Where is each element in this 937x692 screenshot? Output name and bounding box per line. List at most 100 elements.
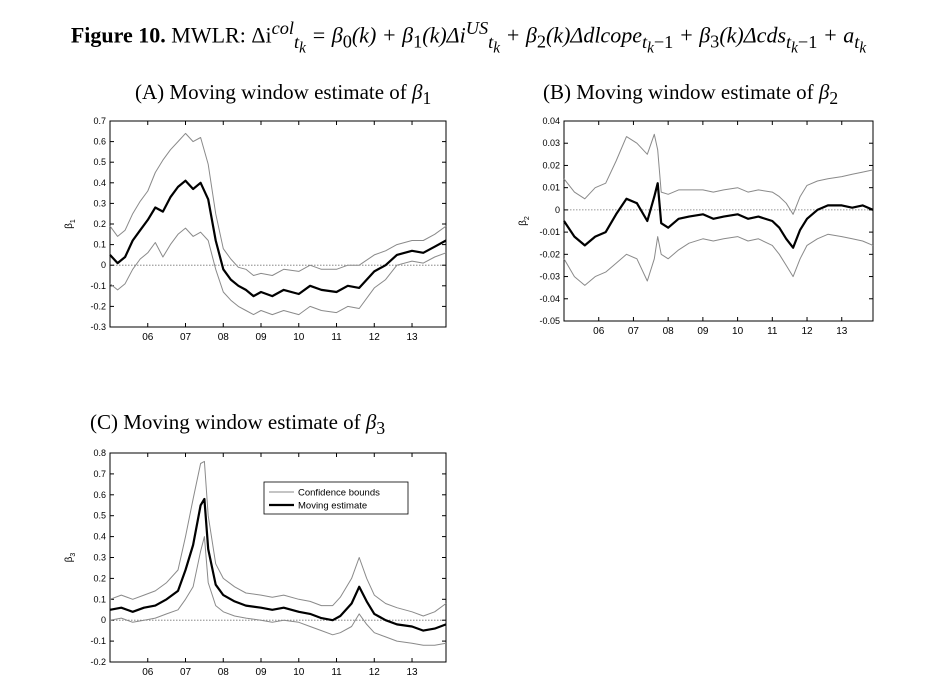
y-tick-label: 0.7	[93, 469, 106, 479]
panel-b-title: (B) Moving window estimate of β2	[543, 80, 838, 109]
caption-part: t	[488, 31, 494, 52]
x-tick-label: 09	[255, 667, 267, 678]
y-axis-label-sub: 3	[70, 553, 77, 557]
caption-part: t	[786, 31, 792, 52]
y-tick-label: 0.1	[93, 594, 106, 604]
caption-part: (k)Δdlcope	[545, 22, 642, 48]
panel-a-title: (A) Moving window estimate of β1	[135, 80, 431, 109]
caption-part: = β	[311, 22, 343, 48]
x-tick-label: 10	[293, 332, 305, 343]
legend-box	[263, 481, 409, 515]
panel-title-symbol: β	[412, 80, 423, 104]
y-tick-label: -0.1	[90, 281, 106, 291]
caption-part: −1	[653, 31, 674, 52]
y-tick-label: 0	[101, 260, 106, 270]
caption-part: col	[271, 18, 294, 38]
y-tick-label: 0.6	[93, 490, 106, 500]
series-line-confidence-bounds	[109, 132, 447, 276]
legend-label: Moving estimate	[298, 501, 367, 512]
y-tick-label: -0.3	[90, 322, 106, 332]
x-tick-label: 06	[593, 326, 605, 337]
y-tick-label: -0.01	[539, 227, 560, 237]
panel-title-text: (C) Moving window estimate of	[90, 410, 366, 434]
x-tick-label: 06	[142, 332, 154, 343]
y-tick-label: 0.7	[93, 116, 106, 126]
caption-part: t	[854, 31, 860, 52]
y-tick-label: 0.5	[93, 157, 106, 167]
x-tick-label: 10	[293, 667, 305, 678]
panel-c-title: (C) Moving window estimate of β3	[90, 410, 385, 439]
y-axis-label: β2	[518, 216, 531, 226]
panel-title-symbol: β	[818, 80, 830, 104]
plot-area	[109, 120, 447, 328]
x-tick-label: 08	[663, 326, 675, 337]
y-tick-label: 0.8	[93, 448, 106, 458]
caption-part: 0	[342, 31, 352, 52]
y-tick-label: 0.2	[93, 219, 106, 229]
series-line-confidence-bounds	[563, 133, 874, 215]
x-tick-label: 10	[732, 326, 744, 337]
panel-title-sub: 3	[376, 418, 386, 439]
x-tick-label: 12	[369, 667, 381, 678]
caption-part: + β	[500, 22, 537, 48]
y-tick-label: 0.01	[542, 183, 560, 193]
caption-part: (k)Δcds	[719, 22, 786, 48]
y-tick-label: 0.4	[93, 178, 106, 188]
caption-part: + a	[817, 22, 855, 48]
y-tick-label: -0.05	[539, 316, 560, 326]
caption-part: 2	[536, 31, 546, 52]
caption-part: 3	[710, 31, 720, 52]
x-tick-label: 07	[180, 667, 192, 678]
chart-panel-A: -0.3 -0.2 -0.1 0 0.1 0.2 0.3 0.4 0.5 0.6 0.7 06 07 08…	[64, 116, 447, 343]
y-tick-label: 0	[555, 205, 560, 215]
y-tick-label: 0.02	[542, 160, 560, 170]
series-line-confidence-bounds	[109, 460, 447, 617]
y-axis-label-sub: 2	[524, 216, 531, 220]
series-line-moving-estimate	[109, 179, 447, 298]
x-tick-label: 12	[801, 326, 813, 337]
panel-title-symbol: β	[365, 410, 377, 434]
figure-caption: Figure 10. MWLR: Δicoltk = β0(k) + β1(k)…	[0, 18, 937, 57]
y-tick-label: 0.1	[93, 240, 106, 250]
x-tick-label: 13	[406, 332, 418, 343]
caption-part: k	[299, 39, 306, 57]
caption-part: k	[791, 39, 798, 57]
caption-part: US	[465, 18, 489, 38]
y-tick-label: 0	[101, 615, 106, 625]
caption-part: k	[493, 39, 500, 57]
caption-part: (k)Δi	[422, 22, 466, 48]
panel-title-text: (B) Moving window estimate of	[543, 80, 819, 104]
y-tick-label: 0.04	[542, 116, 560, 126]
y-axis-label: β1	[64, 219, 77, 229]
x-tick-label: 07	[180, 332, 192, 343]
y-tick-label: 0.03	[542, 138, 560, 148]
x-tick-label: 06	[142, 667, 154, 678]
x-tick-label: 07	[628, 326, 640, 337]
x-tick-label: 13	[406, 667, 418, 678]
x-tick-label: 08	[218, 667, 230, 678]
y-tick-label: -0.1	[90, 636, 106, 646]
series-line-confidence-bounds-lower	[109, 227, 447, 316]
y-tick-label: 0.3	[93, 198, 106, 208]
x-tick-label: 11	[331, 667, 342, 678]
y-tick-label: 0.5	[93, 511, 106, 521]
panel-title-sub: 1	[422, 88, 432, 109]
caption-part: + β	[673, 22, 711, 48]
chart-panel-C: -0.2 -0.1 0 0.1 0.2 0.3 0.4 0.5 0.6 0.7 0.8 06 07 08 0…	[64, 448, 447, 678]
caption-part: k	[859, 39, 867, 57]
series-line-moving-estimate	[109, 497, 447, 632]
series-line-confidence-bounds-lower	[109, 536, 447, 646]
y-tick-label: 0.6	[93, 137, 106, 147]
y-tick-label: -0.02	[539, 249, 560, 259]
x-tick-label: 11	[331, 332, 342, 343]
x-tick-label: 12	[369, 332, 381, 343]
x-tick-label: 11	[767, 326, 778, 337]
series-line-confidence-bounds-lower	[563, 233, 874, 286]
caption-part: −1	[797, 31, 818, 52]
figure-label: Figure 10.	[70, 22, 166, 48]
y-tick-label: 0.2	[93, 573, 106, 583]
caption-text: MWLR: Δi	[171, 22, 272, 48]
x-tick-label: 08	[218, 332, 230, 343]
caption-part: k	[647, 39, 654, 57]
